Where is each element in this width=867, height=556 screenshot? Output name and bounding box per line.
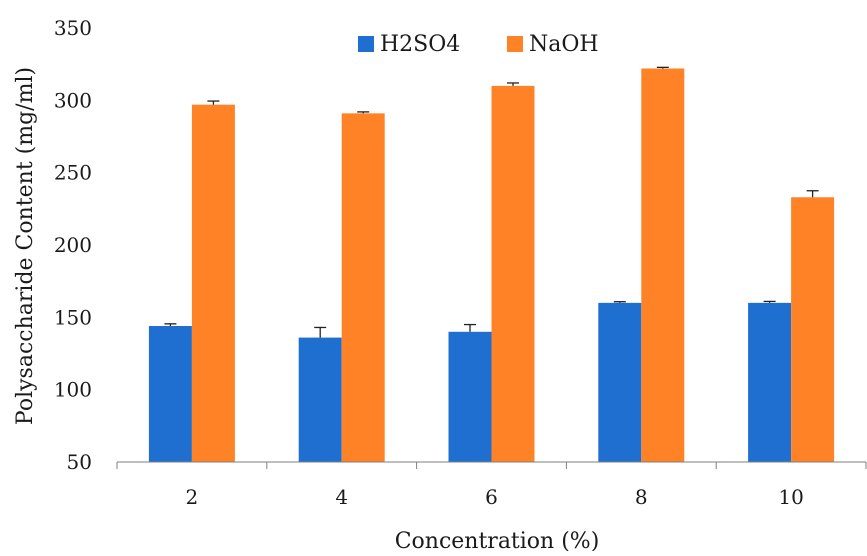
error-bars xyxy=(164,66,819,338)
y-axis-title: Polysaccharide Content (mg/ml) xyxy=(13,67,38,425)
y-tick-label: 200 xyxy=(54,233,92,257)
bar-h2so4-8 xyxy=(598,302,642,462)
y-tick-label: 150 xyxy=(54,305,92,329)
y-tick-label: 50 xyxy=(67,450,92,474)
legend: H2SO4 NaOH xyxy=(358,32,599,57)
legend-swatch-naoh xyxy=(507,36,523,52)
bar-naoh-4 xyxy=(341,113,385,462)
y-tick-label: 100 xyxy=(54,378,92,402)
legend-label-h2so4: H2SO4 xyxy=(380,32,460,57)
x-axis-title: Concentration (%) xyxy=(395,529,600,551)
legend-swatch-h2so4 xyxy=(358,36,374,52)
bar-naoh-2 xyxy=(191,104,235,462)
bar-naoh-6 xyxy=(491,85,535,462)
y-tick-label: 300 xyxy=(54,88,92,112)
y-axis-ticks: 50 100 150 200 250 300 350 xyxy=(54,16,92,474)
x-tick-label: 10 xyxy=(778,485,803,509)
bar-naoh-10 xyxy=(791,197,835,462)
bar-h2so4-4 xyxy=(298,337,342,462)
legend-label-naoh: NaOH xyxy=(529,32,599,57)
x-tick-label: 2 xyxy=(186,485,199,509)
bars xyxy=(148,68,835,463)
x-tick-label: 6 xyxy=(485,485,498,509)
bar-h2so4-6 xyxy=(448,331,492,462)
x-axis-ticks: 2 4 6 8 10 xyxy=(116,462,867,509)
bar-naoh-8 xyxy=(641,68,685,463)
x-tick-label: 4 xyxy=(335,485,348,509)
bar-h2so4-10 xyxy=(748,302,792,462)
y-tick-label: 250 xyxy=(54,161,92,185)
x-tick-label: 8 xyxy=(635,485,648,509)
bar-h2so4-2 xyxy=(148,326,192,462)
y-tick-label: 350 xyxy=(54,16,92,40)
